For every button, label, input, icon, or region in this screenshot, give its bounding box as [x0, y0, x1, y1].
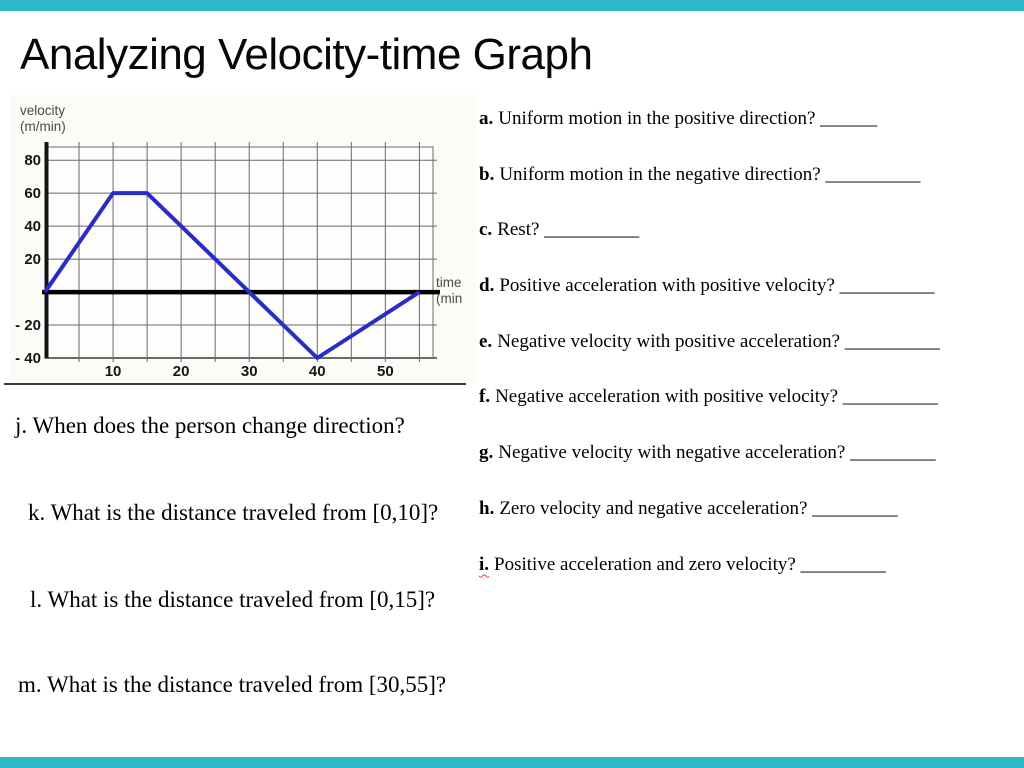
question-row-j: j. When does the person change direction…: [15, 412, 405, 440]
question-label-e: e.: [479, 330, 493, 352]
bottom-accent-bar: [0, 757, 1024, 768]
answer-blank-h: _________: [807, 497, 898, 519]
graph-separator-line: [4, 383, 466, 385]
question-row-a: a. Uniform motion in the positive directi…: [479, 107, 1024, 163]
x-axis-title-line1: time: [436, 275, 462, 290]
question-label-b: b.: [479, 163, 495, 185]
question-text-c: Rest?: [497, 219, 540, 241]
question-row-g: g. Negative velocity with negative accele…: [479, 441, 1024, 497]
question-label-m: m.: [18, 672, 42, 697]
graph-axes: [42, 142, 440, 358]
question-row-f: f. Negative acceleration with positive ve…: [479, 385, 1024, 441]
question-text-b: Uniform motion in the negative direction…: [499, 163, 821, 185]
question-label-g: g.: [479, 442, 494, 464]
answer-blank-i: _________: [795, 553, 887, 575]
answer-blank-a: ______: [815, 108, 878, 129]
question-text-m: What is the distance traveled from [30,5…: [46, 672, 447, 697]
question-text-h: Zero velocity and negative acceleration?: [499, 497, 808, 519]
question-row-d: d. Positive acceleration with positive ve…: [479, 274, 1024, 330]
question-text-i: Positive acceleration and zero velocity?: [494, 553, 796, 575]
question-text-k: What is the distance traveled from [0,10…: [50, 500, 439, 525]
axis-tick-labels: 80 60 40 20 - 20 - 40 10 20 30 40 50: [15, 152, 394, 380]
x-tick-label: 20: [173, 363, 190, 380]
question-text-j: When does the person change direction?: [32, 413, 405, 438]
question-label-j: j.: [15, 413, 28, 438]
y-tick-label: - 40: [15, 350, 41, 367]
question-row-c: c. Rest? __________: [479, 218, 1024, 274]
y-axis-title-line1: velocity: [20, 103, 65, 118]
question-row-l: l. What is the distance traveled from [0…: [30, 586, 435, 614]
answer-blank-e: __________: [840, 330, 940, 352]
answer-blank-f: __________: [838, 386, 938, 408]
question-row-i: i. Positive acceleration and zero velocit…: [479, 553, 1024, 609]
question-row-m: m. What is the distance traveled from [3…: [18, 671, 446, 699]
question-text-e: Negative velocity with positive accelera…: [497, 330, 841, 352]
question-row-b: b. Uniform motion in the negative directi…: [479, 163, 1024, 219]
question-label-f: f.: [479, 386, 491, 408]
question-text-g: Negative velocity with negative accelera…: [498, 442, 846, 464]
question-text-f: Negative acceleration with positive velo…: [495, 386, 838, 408]
y-tick-label: 20: [24, 251, 41, 268]
y-axis-title-line2: (m/min): [20, 119, 66, 134]
plot-area: [45, 147, 433, 358]
answer-blank-g: _________: [845, 442, 936, 464]
x-tick-label: 10: [105, 363, 122, 380]
x-tick-label: 40: [309, 363, 326, 380]
x-tick-label: 50: [377, 363, 394, 380]
question-label-l: l.: [30, 587, 43, 612]
questions-a-to-i: a. Uniform motion in the positive directi…: [479, 107, 1024, 608]
y-tick-label: 80: [24, 152, 41, 169]
answer-blank-c: __________: [539, 219, 640, 241]
velocity-time-graph: 80 60 40 20 - 20 - 40 10 20 30 40 50 velocity (m/m…: [10, 95, 476, 381]
question-label-d: d.: [479, 275, 495, 297]
answer-blank-d: __________: [834, 275, 935, 297]
question-label-a: a.: [479, 108, 494, 129]
question-text-l: What is the distance traveled from [0,15…: [47, 587, 436, 612]
question-row-k: k. What is the distance traveled from [0…: [28, 499, 438, 527]
y-tick-label: - 20: [15, 317, 41, 334]
question-text-d: Positive acceleration with positive velo…: [499, 275, 835, 297]
top-accent-bar: [0, 0, 1024, 11]
question-label-h: h.: [479, 497, 495, 519]
velocity-line: [43, 191, 421, 360]
velocity-time-graph-svg: 80 60 40 20 - 20 - 40 10 20 30 40 50 velocity (m/m…: [15, 103, 462, 380]
question-row-e: e. Negative velocity with positive accele…: [479, 330, 1024, 386]
y-tick-label: 60: [24, 185, 41, 202]
question-row-h: h. Zero velocity and negative acceleratio…: [479, 497, 1024, 553]
question-label-k: k.: [28, 500, 46, 525]
question-text-a: Uniform motion in the positive direction…: [498, 108, 816, 129]
question-label-i: i.: [479, 553, 490, 575]
slide-title: Analyzing Velocity-time Graph: [20, 30, 593, 79]
x-tick-label: 30: [241, 363, 258, 380]
answer-blank-b: __________: [820, 163, 921, 185]
velocity-polyline: [43, 191, 421, 360]
question-label-c: c.: [479, 219, 493, 241]
x-axis-title-line2: (min: [436, 291, 462, 306]
y-tick-label: 40: [24, 218, 41, 235]
